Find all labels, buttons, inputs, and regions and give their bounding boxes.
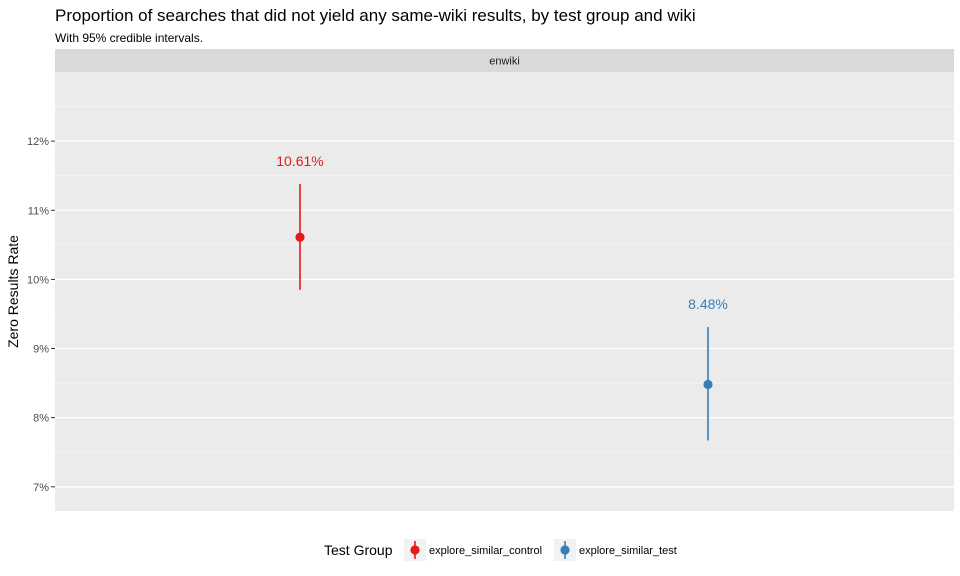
y-axis-title: Zero Results Rate	[5, 235, 21, 348]
y-tick-label: 10%	[27, 274, 49, 286]
chart-title: Proportion of searches that did not yiel…	[55, 6, 696, 25]
legend-item-explore_similar_control: explore_similar_control	[404, 539, 542, 561]
legend-key-point	[410, 545, 420, 555]
legend-item-explore_similar_test: explore_similar_test	[554, 539, 677, 561]
point-explore_similar_control	[295, 232, 305, 242]
y-tick-label: 7%	[33, 482, 49, 494]
y-axis: 7% 8% 9% 10% 11% 12%	[27, 136, 55, 494]
y-tick-label: 12%	[27, 136, 49, 148]
y-tick-label: 9%	[33, 344, 49, 356]
facet-strip	[55, 49, 954, 72]
legend-label: explore_similar_test	[579, 545, 677, 557]
legend-key-point	[560, 545, 570, 555]
minor-gridlines	[55, 106, 954, 453]
data-label-explore_similar_test: 8.48%	[688, 296, 728, 312]
y-tick-label: 11%	[28, 205, 49, 217]
legend-title: Test Group	[324, 542, 393, 558]
plot-panel	[55, 72, 954, 511]
data-label-explore_similar_control: 10.61%	[276, 153, 323, 169]
legend: Test Group explore_similar_control explor…	[324, 539, 677, 561]
data-marks: 10.61% 8.48%	[276, 153, 728, 441]
point-explore_similar_test	[703, 379, 713, 390]
facet-label: enwiki	[489, 56, 520, 68]
major-gridlines	[55, 140, 954, 488]
legend-items: explore_similar_control explore_similar_t…	[404, 539, 677, 561]
chart-subtitle: With 95% credible intervals.	[55, 31, 203, 45]
legend-label: explore_similar_control	[429, 545, 542, 557]
y-tick-label: 8%	[33, 413, 49, 425]
